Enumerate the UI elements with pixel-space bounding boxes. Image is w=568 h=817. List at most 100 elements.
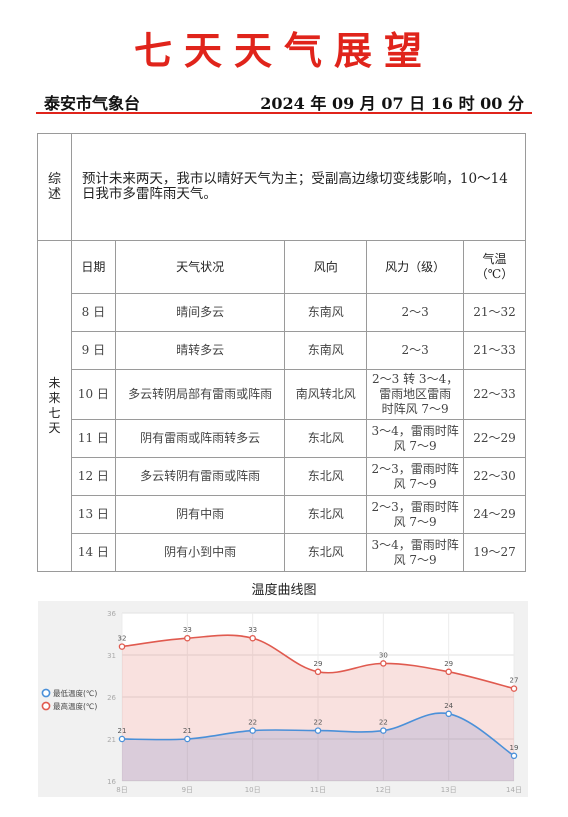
table-row: 10 日 多云转阴局部有雷雨或阵雨 南风转北风 2～3 转 3～4， 雷雨地区雷… <box>38 369 526 420</box>
summary-text: 预计未来两天，我市以晴好天气为主；受副高边缘切变线影响，10～14 日我市多雷阵… <box>70 133 527 241</box>
data-point <box>510 752 518 760</box>
table-row: 13 日 阴有中雨 东北风 2～3，雷雨时阵 风 7～9 24～29 <box>38 495 526 534</box>
header-divider <box>36 112 532 114</box>
data-point <box>118 643 126 650</box>
row-condition: 阴有中雨 <box>114 495 286 534</box>
legend-marker <box>41 701 51 711</box>
row-wind-force: 2～3 <box>366 331 465 370</box>
row-wind-force: 2～3 转 3～4， 雷雨地区雷雨 时阵风 7～9 <box>366 369 465 420</box>
x-tick-label: 8日 <box>116 786 127 794</box>
table-row: 14 日 阴有小到中雨 东北风 3～4，雷雨时阵 风 7～9 19～27 <box>38 533 526 572</box>
row-temp: 22～29 <box>463 419 526 458</box>
forecast-label: 未 来 七 天 <box>37 240 72 572</box>
legend-label: 最低温度(℃) <box>53 688 97 698</box>
office-name: 泰安市气象台 <box>44 94 141 113</box>
row-wind-dir: 东北风 <box>284 457 368 496</box>
data-label: 29 <box>314 660 323 668</box>
row-date: 10 日 <box>70 369 116 420</box>
data-label: 29 <box>444 660 453 668</box>
forecast-table: 综 述 预计未来两天，我市以晴好天气为主；受副高边缘切变线影响，10～14 日我… <box>37 133 527 572</box>
row-temp: 24～29 <box>463 495 526 534</box>
row-date: 11 日 <box>70 419 116 458</box>
data-label: 19 <box>510 744 519 752</box>
x-tick-label: 10日 <box>245 786 261 794</box>
data-label: 27 <box>510 677 519 685</box>
data-label: 22 <box>248 719 257 727</box>
temperature-chart-svg: 16 21 26 31 36 8日 9日 10日 11日 12日 13日 14日 32 33 33 29 30 2… <box>41 610 522 794</box>
data-label: 22 <box>314 719 323 727</box>
y-tick-label: 31 <box>107 652 116 660</box>
x-tick-label: 14日 <box>506 786 522 794</box>
table-row: 9 日 晴转多云 东南风 2～3 21～33 <box>38 331 526 370</box>
row-temp: 19～27 <box>463 533 526 572</box>
row-date: 8 日 <box>70 293 116 332</box>
legend-label: 最高温度(℃) <box>53 701 97 711</box>
row-condition: 多云转阴局部有雷雨或阵雨 <box>114 369 286 420</box>
row-temp: 22～30 <box>463 457 526 496</box>
row-date: 13 日 <box>70 495 116 534</box>
data-label: 24 <box>444 702 453 710</box>
row-date: 14 日 <box>70 533 116 572</box>
data-point <box>249 634 256 642</box>
data-point <box>314 668 322 676</box>
data-point <box>184 634 191 642</box>
data-point <box>445 668 452 676</box>
y-tick-label: 16 <box>107 778 116 786</box>
y-tick-label: 21 <box>107 736 116 744</box>
row-wind-dir: 东南风 <box>284 293 368 332</box>
col-wind-force: 风力（级） <box>366 240 465 294</box>
row-wind-dir: 东北风 <box>284 533 368 572</box>
data-point <box>249 727 256 734</box>
issue-time: 2024 年 09 月 07 日 16 时 00 分 <box>260 94 524 113</box>
row-wind-force: 3～4，雷雨时阵 风 7～9 <box>366 419 465 458</box>
data-label: 21 <box>183 727 192 735</box>
x-tick-label: 13日 <box>441 786 457 794</box>
chart-caption: 温度曲线图 <box>251 583 317 598</box>
row-condition: 阴有雷雨或阵雨转多云 <box>114 419 286 458</box>
series-area-1 <box>122 635 514 781</box>
temperature-chart: 16 21 26 31 36 8日 9日 10日 11日 12日 13日 14日 32 33 33 29 30 2… <box>38 601 528 797</box>
row-wind-force: 2～3 <box>366 293 465 332</box>
data-point <box>314 727 322 734</box>
y-tick-label: 36 <box>107 610 116 618</box>
row-wind-dir: 东南风 <box>284 331 368 370</box>
row-wind-dir: 东北风 <box>284 495 368 534</box>
row-temp: 22～33 <box>463 369 526 420</box>
row-temp: 21～33 <box>463 331 526 370</box>
x-tick-label: 12日 <box>375 786 391 794</box>
subheader: 泰安市气象台 2024 年 09 月 07 日 16 时 00 分 <box>36 90 532 113</box>
series-area-0 <box>122 713 514 781</box>
data-label: 21 <box>118 727 127 735</box>
data-point <box>184 735 191 743</box>
table-row: 8 日 晴间多云 东南风 2～3 21～32 <box>38 293 526 332</box>
y-tick-label: 26 <box>107 694 116 702</box>
data-label: 30 <box>379 651 388 659</box>
data-label: 22 <box>379 719 388 727</box>
data-label: 33 <box>183 626 192 634</box>
row-date: 9 日 <box>70 331 116 370</box>
row-condition: 晴转多云 <box>114 331 286 370</box>
row-wind-force: 2～3，雷雨时阵 风 7～9 <box>366 495 465 534</box>
data-label: 32 <box>118 635 127 643</box>
x-tick-label: 11日 <box>310 786 326 794</box>
row-condition: 晴间多云 <box>114 293 286 332</box>
data-point <box>380 660 387 667</box>
data-point <box>118 735 126 743</box>
table-row: 11 日 阴有雷雨或阵雨转多云 东北风 3～4，雷雨时阵 风 7～9 22～29 <box>38 419 526 458</box>
row-wind-force: 2～3，雷雨时阵 风 7～9 <box>366 457 465 496</box>
row-condition: 阴有小到中雨 <box>114 533 286 572</box>
legend-marker <box>41 688 51 698</box>
row-date: 12 日 <box>70 457 116 496</box>
summary-row: 综 述 预计未来两天，我市以晴好天气为主；受副高边缘切变线影响，10～14 日我… <box>37 133 527 241</box>
col-wind-dir: 风向 <box>284 240 368 294</box>
row-condition: 多云转阴有雷雨或阵雨 <box>114 457 286 496</box>
data-point <box>445 710 452 718</box>
x-tick-label: 9日 <box>182 786 193 794</box>
row-temp: 21～32 <box>463 293 526 332</box>
data-point <box>380 727 387 734</box>
table-row: 12 日 多云转阴有雷雨或阵雨 东北风 2～3，雷雨时阵 风 7～9 22～30 <box>38 457 526 496</box>
col-date: 日期 <box>70 240 116 294</box>
row-wind-dir: 南风转北风 <box>284 369 368 420</box>
data-point <box>510 685 518 692</box>
data-label: 33 <box>248 626 257 634</box>
